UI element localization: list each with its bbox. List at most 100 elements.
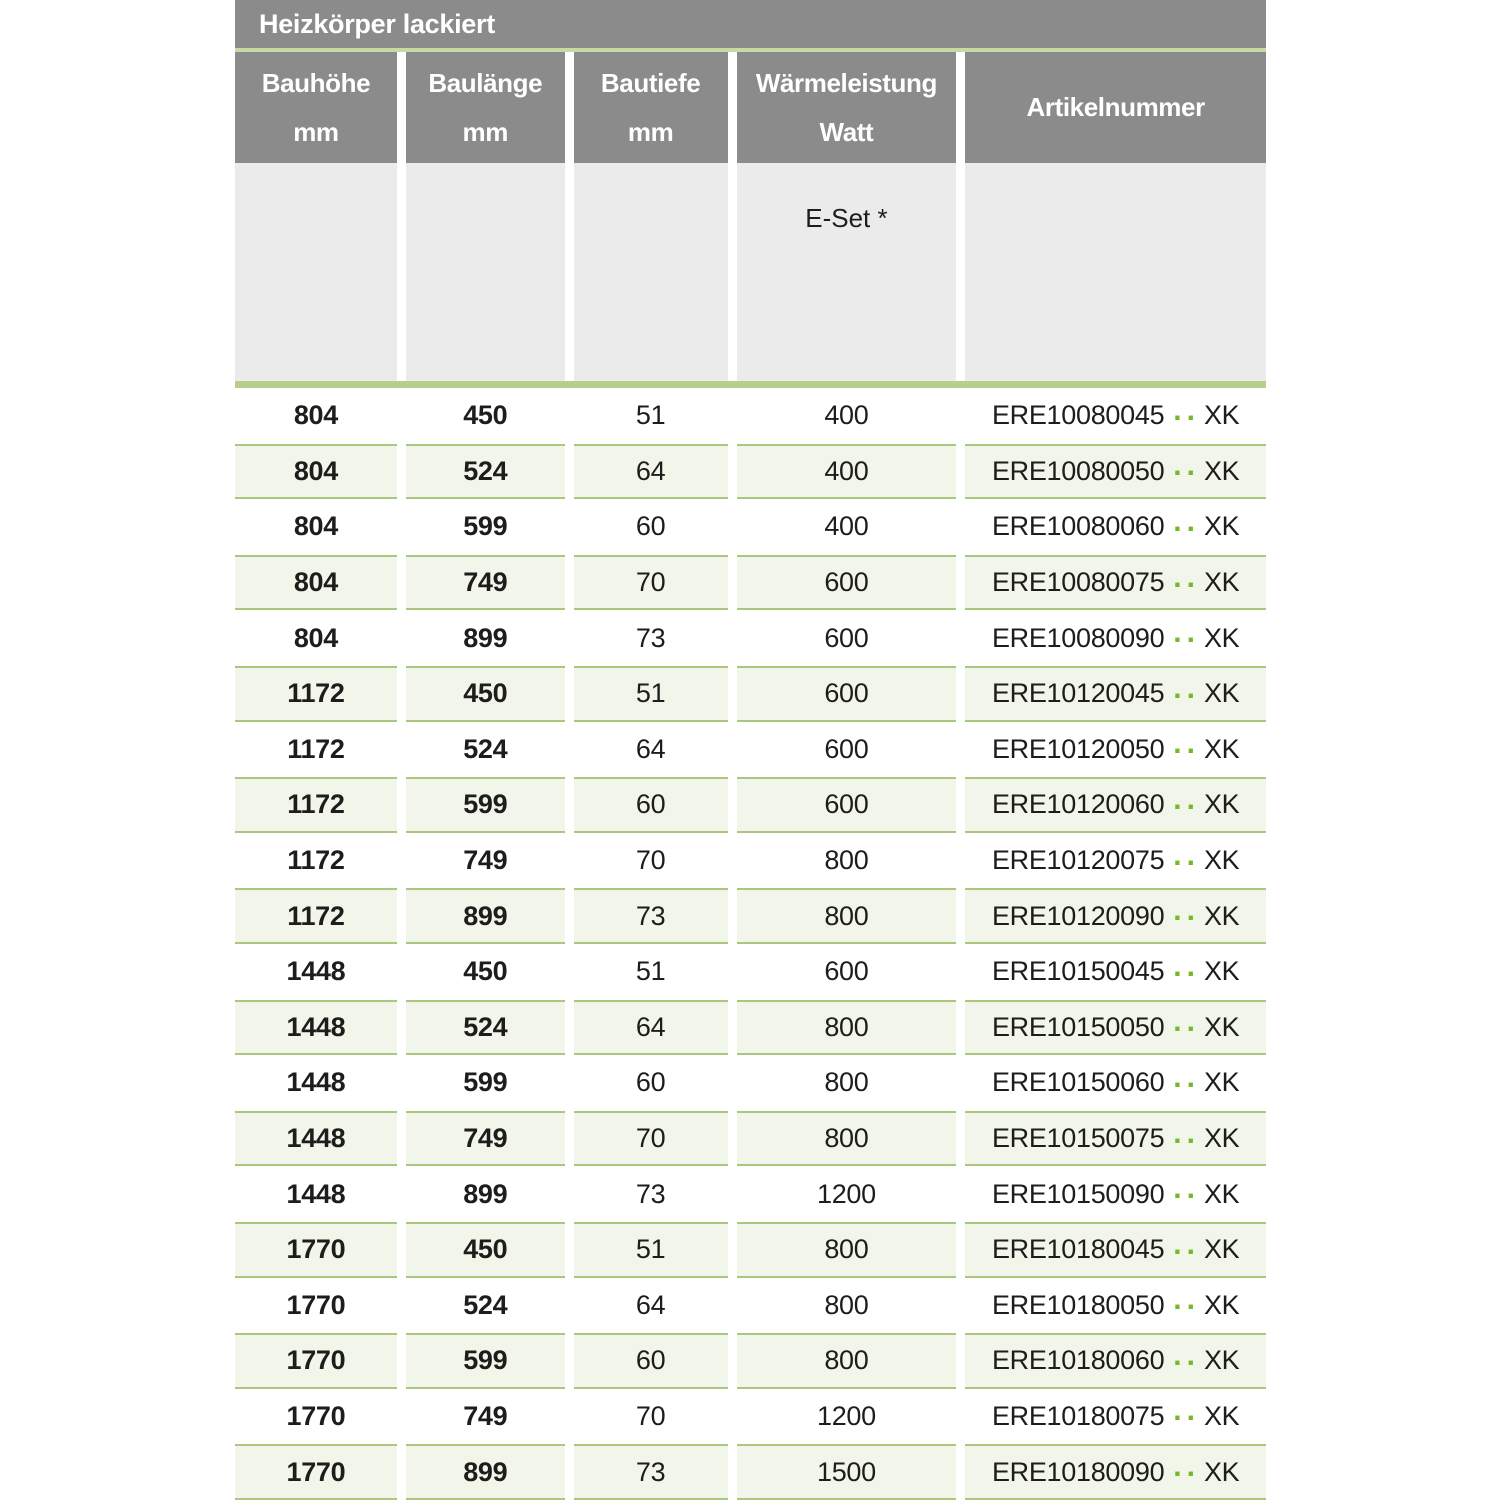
cell-bautiefe: 51 [573, 665, 728, 722]
cell-bauhoehe: 1770 [235, 1333, 397, 1389]
cell-artikelnummer: ERE10180090.. XK [965, 1444, 1267, 1500]
table-row: 1770 599 60 800 ERE10180060.. XK [235, 1333, 1267, 1389]
column-header-label: Wärmeleistung [755, 67, 938, 98]
cell-artikelnummer: ERE10080090.. XK [965, 610, 1266, 666]
title-divider-line [235, 48, 1266, 52]
column-header-unit: mm [293, 116, 339, 147]
artikelnummer-color-dots: .. [1173, 671, 1200, 705]
artikelnummer-suffix: XK [1203, 567, 1240, 598]
cell-bautiefe: 51 [635, 956, 666, 987]
cell-bauhoehe: 1448 [235, 999, 397, 1056]
artikelnummer-suffix: XK [1203, 1400, 1240, 1431]
cell-bautiefe: 51 [635, 400, 666, 431]
artikelnummer-prefix: ERE10120060 [991, 789, 1165, 820]
artikelnummer-color-dots: .. [1173, 393, 1200, 427]
artikelnummer-suffix: XK [1203, 622, 1240, 653]
cell-bauhoehe: 1448 [286, 1067, 346, 1098]
artikelnummer-color-dots: .. [1173, 1116, 1200, 1150]
cell-baulaenge: 524 [405, 999, 565, 1056]
artikelnummer-color-dots: .. [1173, 1283, 1200, 1317]
column-header-bautiefe: Bautiefe mm [573, 52, 728, 163]
artikelnummer-prefix: ERE10180050 [991, 1289, 1165, 1320]
header-body-divider-bar [235, 381, 1266, 388]
cell-artikelnummer: ERE10150045.. XK [965, 944, 1266, 1000]
cell-baulaenge: 749 [405, 1110, 565, 1167]
table-body: 804 450 51 400 ERE10080045.. XK 804 524 64 400 ERE… [235, 388, 1267, 1500]
cell-waermeleistung: 800 [824, 1289, 869, 1320]
cell-baulaenge: 450 [405, 1221, 565, 1278]
artikelnummer-color-dots: .. [1173, 616, 1200, 650]
subheader-cell [235, 163, 397, 381]
cell-baulaenge: 450 [463, 956, 508, 987]
table-title-bar: Heizkörper lackiert [235, 0, 1266, 48]
cell-baulaenge: 450 [463, 400, 508, 431]
artikelnummer-prefix: ERE10150090 [991, 1178, 1165, 1209]
cell-waermeleistung: 800 [824, 1067, 869, 1098]
cell-bauhoehe: 804 [235, 554, 397, 611]
artikelnummer-color-dots: .. [1173, 1338, 1200, 1372]
artikelnummer-prefix: ERE10080090 [991, 622, 1165, 653]
artikelnummer-color-dots: .. [1173, 1060, 1200, 1094]
cell-bauhoehe: 804 [235, 443, 397, 500]
cell-artikelnummer: ERE10150075.. XK [965, 1110, 1267, 1167]
artikelnummer-color-dots: .. [1173, 1172, 1200, 1206]
cell-waermeleistung: 1200 [816, 1400, 876, 1431]
cell-waermeleistung: 600 [824, 622, 869, 653]
table-row: 1172 524 64 600 ERE10120050.. XK [235, 722, 1266, 778]
artikelnummer-prefix: ERE10150045 [991, 956, 1165, 987]
table-row: 1172 450 51 600 ERE10120045.. XK [235, 665, 1267, 722]
cell-artikelnummer: ERE10180045.. XK [965, 1221, 1267, 1278]
cell-bauhoehe: 1770 [235, 1444, 397, 1500]
artikelnummer-color-dots: .. [1173, 1227, 1200, 1261]
table-row: 804 599 60 400 ERE10080060.. XK [235, 499, 1266, 555]
cell-waermeleistung: 400 [824, 511, 869, 542]
cell-bautiefe: 60 [635, 1067, 666, 1098]
cell-artikelnummer: ERE10080075.. XK [965, 554, 1267, 611]
cell-bautiefe: 70 [635, 845, 666, 876]
cell-bautiefe: 64 [635, 1289, 666, 1320]
cell-baulaenge: 450 [405, 665, 565, 722]
cell-artikelnummer: ERE10150060.. XK [965, 1055, 1266, 1111]
artikelnummer-suffix: XK [1203, 1067, 1240, 1098]
cell-bautiefe: 64 [635, 733, 666, 764]
artikelnummer-suffix: XK [1203, 1011, 1240, 1042]
artikelnummer-color-dots: .. [1173, 560, 1200, 594]
cell-artikelnummer: ERE10120090.. XK [965, 888, 1267, 944]
cell-artikelnummer: ERE10120050.. XK [965, 722, 1266, 778]
artikelnummer-prefix: ERE10080045 [991, 400, 1165, 431]
table-row: 1448 749 70 800 ERE10150075.. XK [235, 1110, 1267, 1167]
artikelnummer-prefix: ERE10080050 [991, 455, 1165, 486]
column-header-label: Bauhöhe [261, 67, 371, 98]
artikelnummer-suffix: XK [1203, 400, 1240, 431]
artikelnummer-prefix: ERE10080075 [991, 567, 1165, 598]
table-row: 1172 749 70 800 ERE10120075.. XK [235, 833, 1266, 889]
artikelnummer-color-dots: .. [1173, 449, 1200, 483]
artikelnummer-prefix: ERE10120045 [991, 678, 1165, 709]
table-row: 1172 599 60 600 ERE10120060.. XK [235, 777, 1267, 833]
column-header-unit: Watt [819, 116, 874, 147]
product-spec-table: Heizkörper lackiert Bauhöhe mm Baulänge … [235, 0, 1267, 1500]
artikelnummer-suffix: XK [1203, 1345, 1240, 1376]
cell-bautiefe: 73 [573, 888, 728, 944]
cell-waermeleistung: 800 [736, 1110, 957, 1167]
artikelnummer-suffix: XK [1203, 1234, 1240, 1265]
cell-bauhoehe: 1172 [235, 888, 397, 944]
cell-bauhoehe: 1172 [287, 733, 345, 764]
cell-bautiefe: 60 [573, 1333, 728, 1389]
cell-artikelnummer: ERE10080050.. XK [965, 443, 1267, 500]
artikelnummer-suffix: XK [1203, 733, 1240, 764]
cell-bautiefe: 73 [635, 1178, 666, 1209]
cell-baulaenge: 899 [463, 1178, 508, 1209]
cell-bauhoehe: 1172 [235, 777, 397, 833]
artikelnummer-suffix: XK [1203, 455, 1240, 486]
table-row: 1770 524 64 800 ERE10180050.. XK [235, 1278, 1266, 1334]
artikelnummer-suffix: XK [1203, 678, 1240, 709]
column-header-unit: mm [462, 116, 509, 147]
table-row: 1770 899 73 1500 ERE10180090.. XK [235, 1444, 1267, 1500]
cell-bautiefe: 64 [573, 999, 728, 1056]
table-row: 804 899 73 600 ERE10080090.. XK [235, 610, 1266, 666]
cell-waermeleistung: 600 [824, 733, 869, 764]
cell-waermeleistung: 800 [736, 999, 957, 1056]
artikelnummer-suffix: XK [1203, 956, 1240, 987]
artikelnummer-color-dots: .. [1173, 1450, 1200, 1484]
